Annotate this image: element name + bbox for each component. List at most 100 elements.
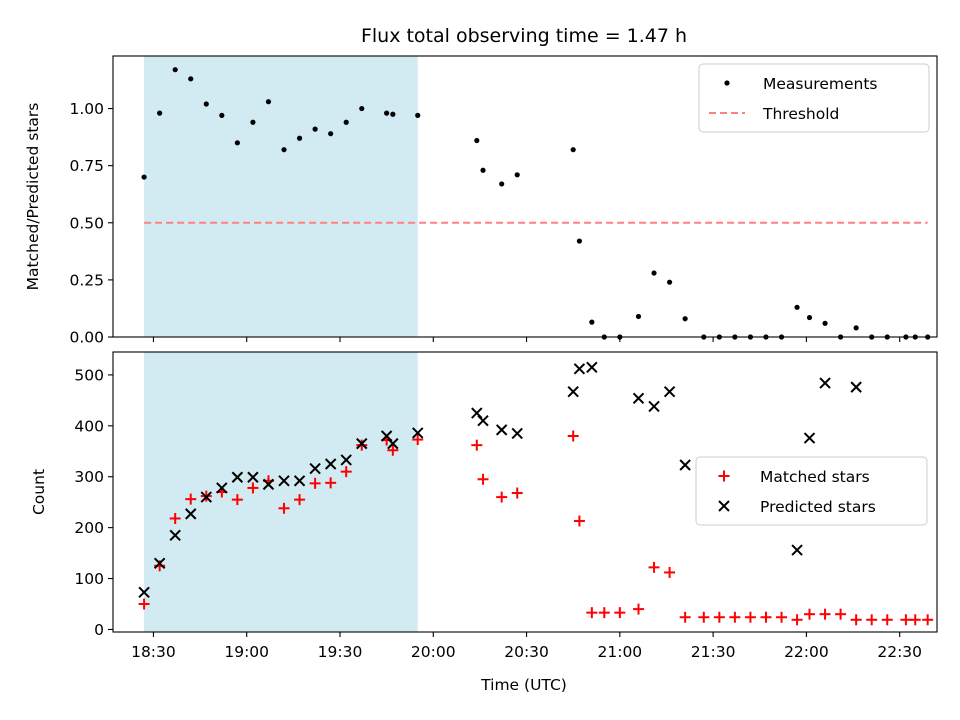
y-axis-label: Matched/Predicted stars [24,103,42,291]
point-predicted-stars [247,471,259,483]
x-tick-label: 22:30 [877,643,922,661]
point-predicted-stars [791,544,803,556]
point-predicted-stars [185,508,197,520]
point-matched-stars [614,607,626,619]
point-matched-stars [881,614,893,626]
point-measurements [234,140,240,146]
plot-frame [112,55,938,338]
point-matched-stars [744,611,756,623]
legend-label: Threshold [762,105,839,123]
point-measurements [265,99,272,105]
legend: Measurements Threshold [698,63,930,133]
point-predicted-stars [380,430,393,442]
y-tick-label: 100 [74,570,104,588]
point-matched-stars [632,603,644,615]
point-matched-stars [567,430,579,442]
point-measurements [390,111,396,117]
point-matched-stars [496,491,508,503]
point-predicted-stars [803,432,816,444]
point-predicted-stars [586,361,598,373]
shaded-interval [144,56,418,337]
point-measurements [281,147,287,153]
legend-label: Predicted stars [760,498,876,516]
point-predicted-stars [278,475,290,487]
x-tick-label: 21:30 [691,643,736,661]
point-measurements [328,131,334,137]
point-measurements [219,112,225,118]
y-tick-label: 0.75 [69,157,104,175]
point-matched-stars [231,494,243,506]
point-matched-stars [679,611,691,623]
point-predicted-stars [216,482,228,494]
point-matched-stars [278,502,290,514]
point-matched-stars [294,494,306,506]
legend-marker [718,470,730,482]
point-matched-stars [835,608,847,620]
point-measurements [635,313,642,320]
point-predicted-stars [679,459,691,471]
point-predicted-stars [200,491,212,503]
point-measurements [589,319,595,325]
point-predicted-stars [356,437,368,450]
x-tick-label: 22:00 [784,643,829,661]
point-measurements [296,135,303,141]
point-predicted-stars [477,415,489,427]
point-predicted-stars [511,427,523,440]
point-matched-stars [169,512,181,524]
point-matched-stars [247,482,259,494]
point-predicted-stars [309,462,321,475]
panel-ratio: 0.00 0.25 0.50 0.75 1.00 Matched/Predicted s… [24,55,938,347]
point-matched-stars [340,466,352,478]
legend-label: Matched stars [760,468,870,486]
series-marks [141,67,931,340]
point-predicted-stars [573,363,586,375]
y-tick-label: 400 [74,417,104,435]
legend-label: Measurements [763,75,878,93]
point-predicted-stars [324,458,337,470]
point-measurements [822,320,828,326]
point-measurements [514,172,520,178]
point-measurements [343,119,349,125]
y-tick-label: 1.00 [69,100,104,118]
y-tick-label: 0.25 [69,271,104,289]
x-tick-label: 19:30 [318,643,363,661]
point-measurements [499,181,505,187]
point-predicted-stars [340,454,352,466]
x-tick-label: 19:00 [224,643,269,661]
point-matched-stars [866,614,878,626]
point-measurements [570,147,576,153]
point-matched-stars [325,477,337,489]
point-predicted-stars [153,557,166,569]
y-ticks: 0.00 0.25 0.50 0.75 1.00 [69,100,113,347]
point-measurements [415,112,421,118]
point-predicted-stars [850,381,862,393]
point-matched-stars [471,439,483,451]
y-tick-label: 0 [94,621,104,639]
point-matched-stars [185,493,197,505]
point-measurements [474,137,480,144]
y-axis-label: Count [30,469,48,515]
point-measurements [172,67,178,73]
point-measurements [806,314,813,321]
point-matched-stars [713,611,725,623]
point-measurements [203,101,209,107]
point-matched-stars [804,608,816,620]
y-tick-label: 300 [74,468,104,486]
point-predicted-stars [231,471,244,483]
point-measurements [682,316,688,322]
chart-title: Flux total observing time = 1.47 h [361,25,687,47]
point-matched-stars [387,444,399,456]
x-tick-label: 18:30 [131,643,176,661]
y-tick-label: 200 [74,519,104,537]
point-matched-stars [819,608,831,620]
point-predicted-stars [262,478,275,491]
point-measurements [666,279,673,285]
point-measurements [359,105,365,112]
point-measurements [384,110,390,116]
point-matched-stars [356,439,368,451]
legend-marker [718,500,730,512]
point-matched-stars [900,614,912,626]
legend: Matched stars Predicted stars [695,456,928,526]
point-matched-stars [922,614,934,626]
